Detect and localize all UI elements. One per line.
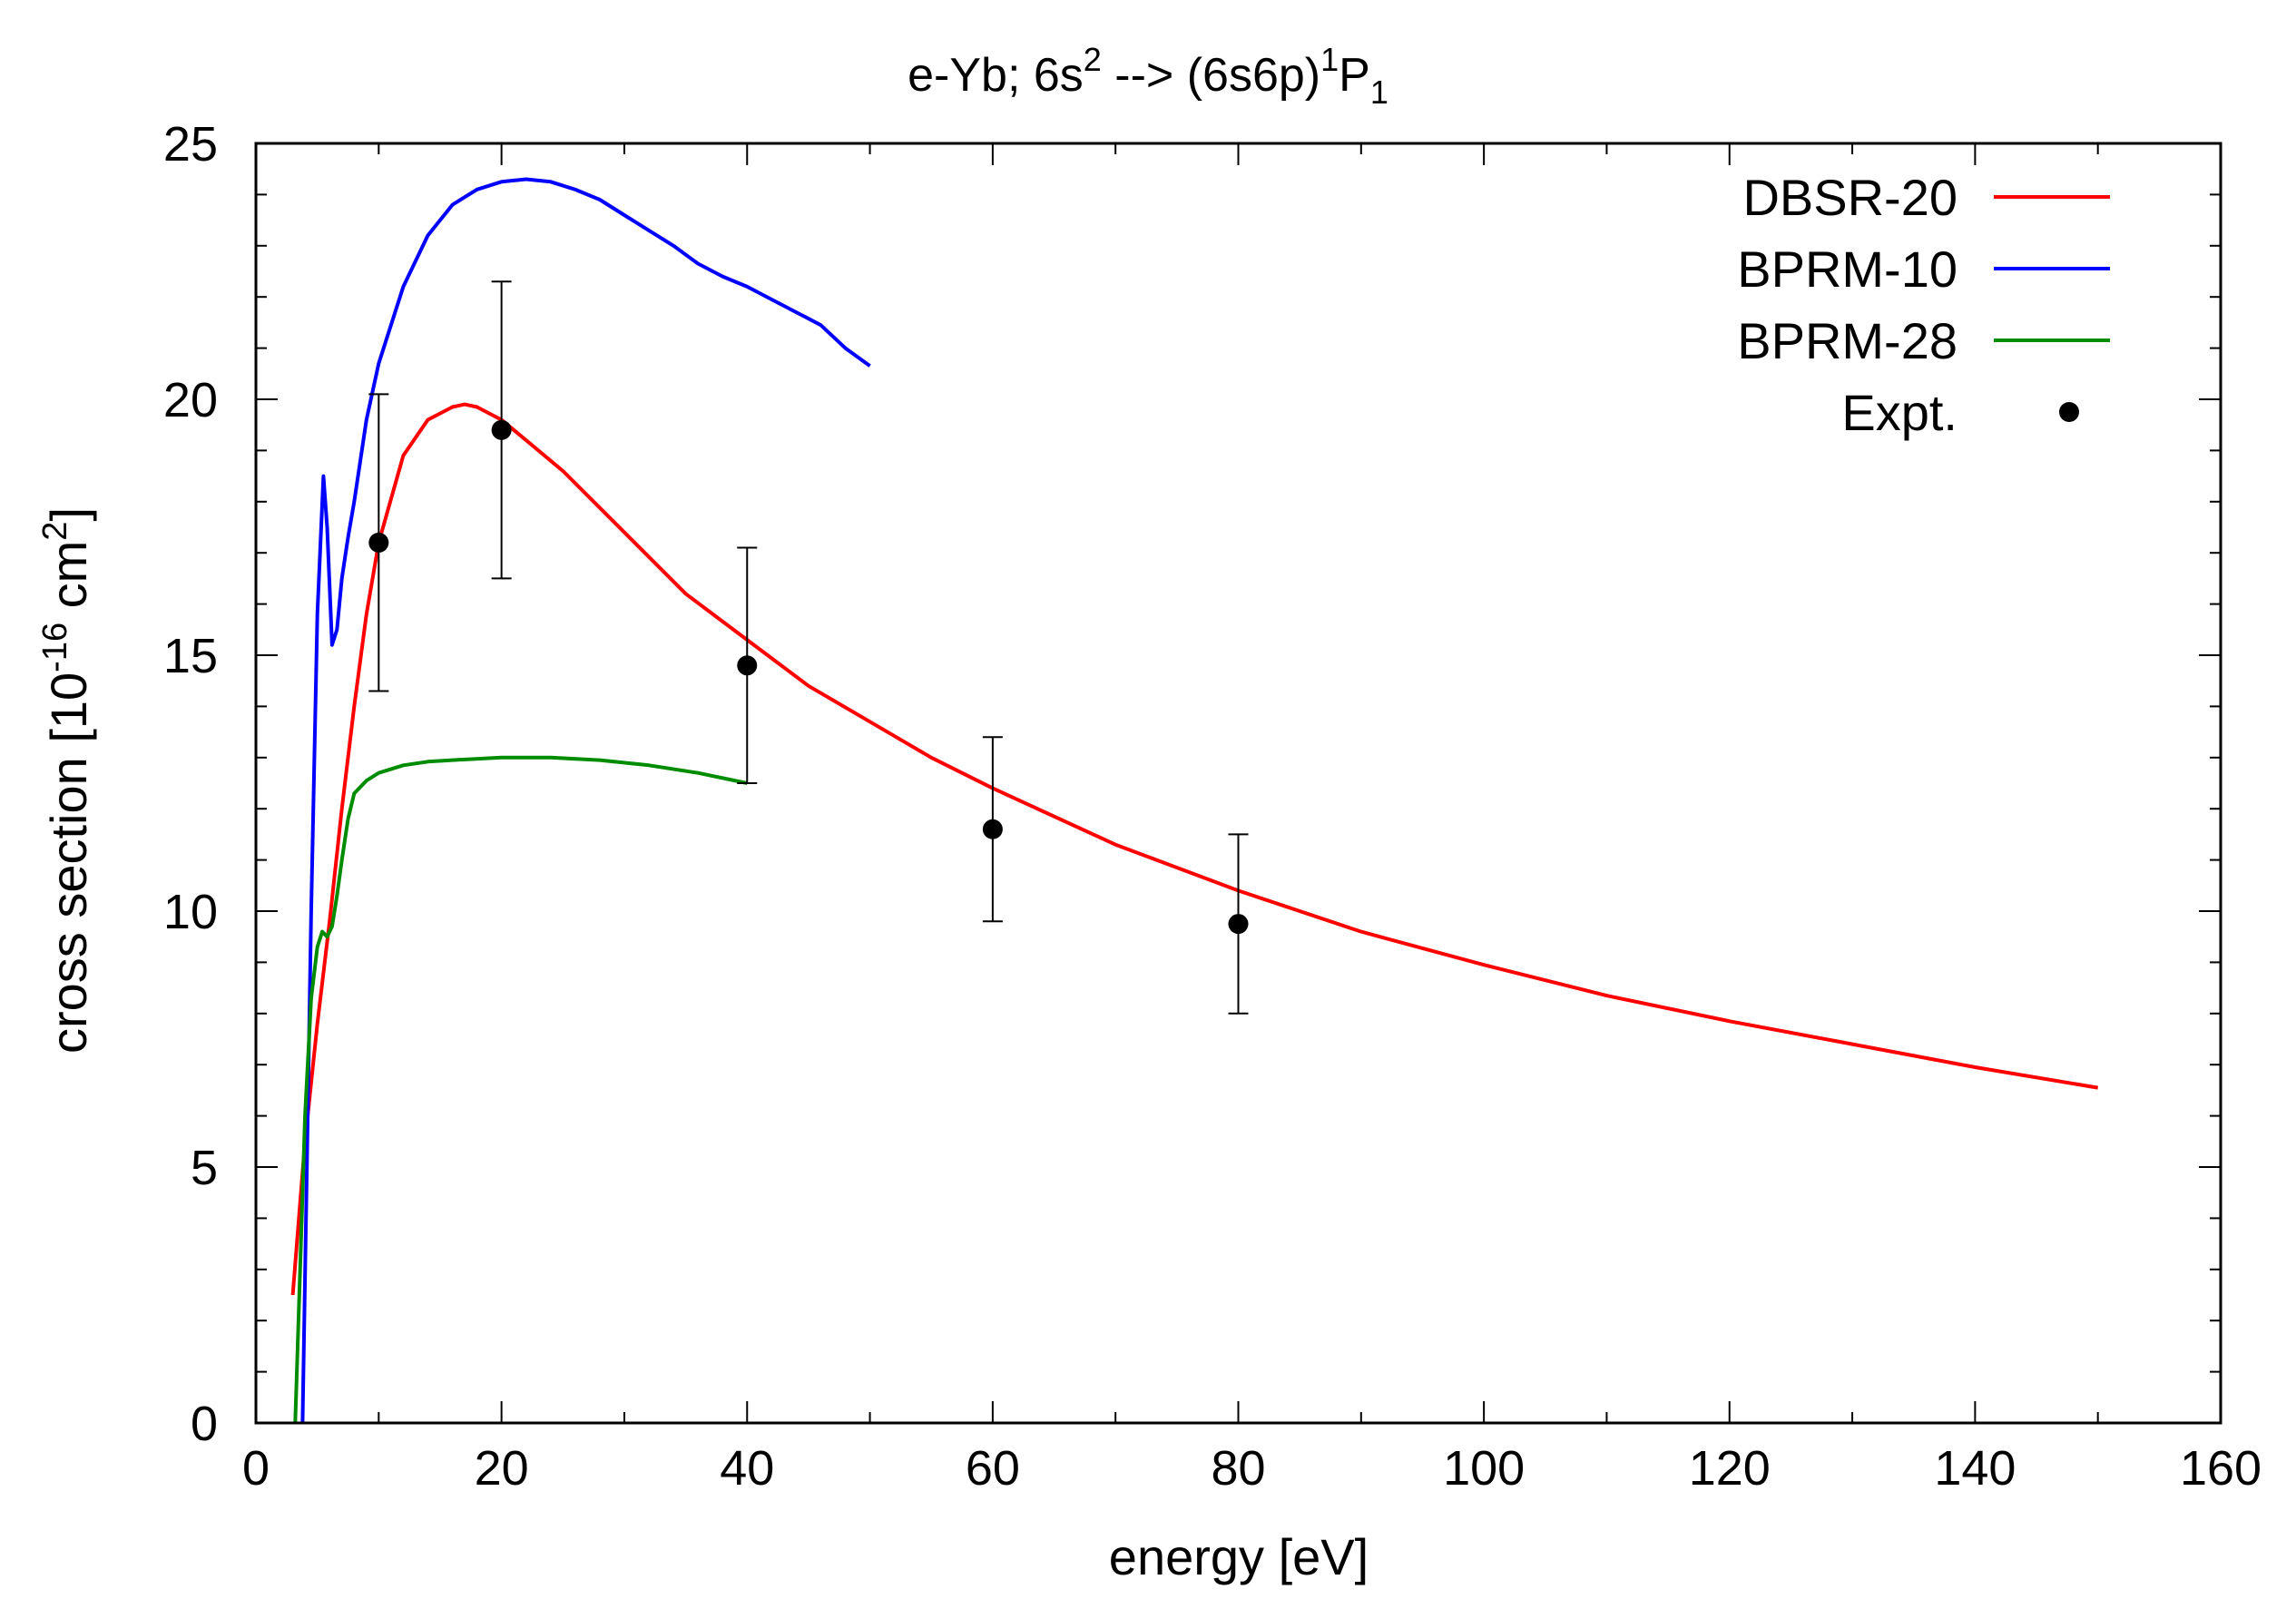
tick-labels: 0 20 40 60 80 100 120 140 160 0 5 10 15 20 25 — [163, 117, 2262, 1496]
x-tick-label: 100 — [1443, 1441, 1525, 1496]
title-term-sub: 1 — [1370, 74, 1388, 111]
x-tick-label: 80 — [1211, 1441, 1265, 1496]
y-label-exp: -16 — [36, 623, 74, 672]
title-term: P — [1339, 49, 1370, 102]
x-tick-label: 20 — [475, 1441, 529, 1496]
x-axis-label: energy [eV] — [1109, 1528, 1369, 1585]
legend-label-dbsr-20: DBSR-20 — [1742, 169, 1957, 226]
y-tick-label: 20 — [163, 373, 218, 427]
x-tick-label: 160 — [2180, 1441, 2262, 1496]
experimental-points — [368, 280, 1249, 1015]
y-label-suffix: ] — [40, 507, 97, 522]
x-tick-label: 140 — [1934, 1441, 2016, 1496]
title-arrow-sup: 1 — [1320, 41, 1339, 78]
y-axis-label: cross section [10-16 cm2] — [36, 507, 97, 1054]
chart-title: e-Yb; 6s2 --> (6s6p)1P1 — [908, 41, 1388, 111]
series-line-bprm-28 — [293, 755, 748, 1424]
x-tick-label: 40 — [720, 1441, 774, 1496]
legend-label-bprm-28: BPRM-28 — [1737, 312, 1957, 369]
legend-label-bprm-10: BPRM-10 — [1737, 240, 1957, 298]
legend-label-expt: Expt. — [1841, 384, 1957, 441]
y-tick-label: 15 — [163, 629, 218, 683]
data-point-expt — [982, 819, 1003, 839]
data-point-expt — [737, 655, 758, 676]
y-tick-label: 10 — [163, 885, 218, 939]
legend-swatch-expt — [2059, 402, 2079, 422]
y-tick-label: 25 — [163, 117, 218, 172]
y-tick-label: 5 — [191, 1141, 218, 1195]
y-tick-label: 0 — [191, 1397, 218, 1451]
title-main: e-Yb; 6s — [908, 49, 1084, 102]
title-arrow: --> (6s6p) — [1102, 49, 1320, 102]
title-main-sup: 2 — [1084, 41, 1102, 78]
x-tick-label: 60 — [966, 1441, 1020, 1496]
plot-frame — [254, 142, 2222, 1425]
series-line-dbsr-20 — [290, 402, 2099, 1296]
y-label-mid: cm — [40, 541, 97, 623]
series-lines — [290, 177, 2099, 1424]
y-label-unit-exp: 2 — [36, 522, 74, 541]
y-label-prefix: cross section [10 — [40, 672, 97, 1054]
data-point-expt — [491, 419, 512, 440]
legend: DBSR-20 BPRM-10 BPRM-28 Expt. — [1737, 169, 2110, 441]
series-line-bprm-10 — [300, 177, 871, 1424]
data-point-expt — [1228, 914, 1249, 935]
data-point-expt — [368, 532, 389, 553]
x-tick-label: 0 — [242, 1441, 270, 1496]
x-tick-label: 120 — [1689, 1441, 1771, 1496]
